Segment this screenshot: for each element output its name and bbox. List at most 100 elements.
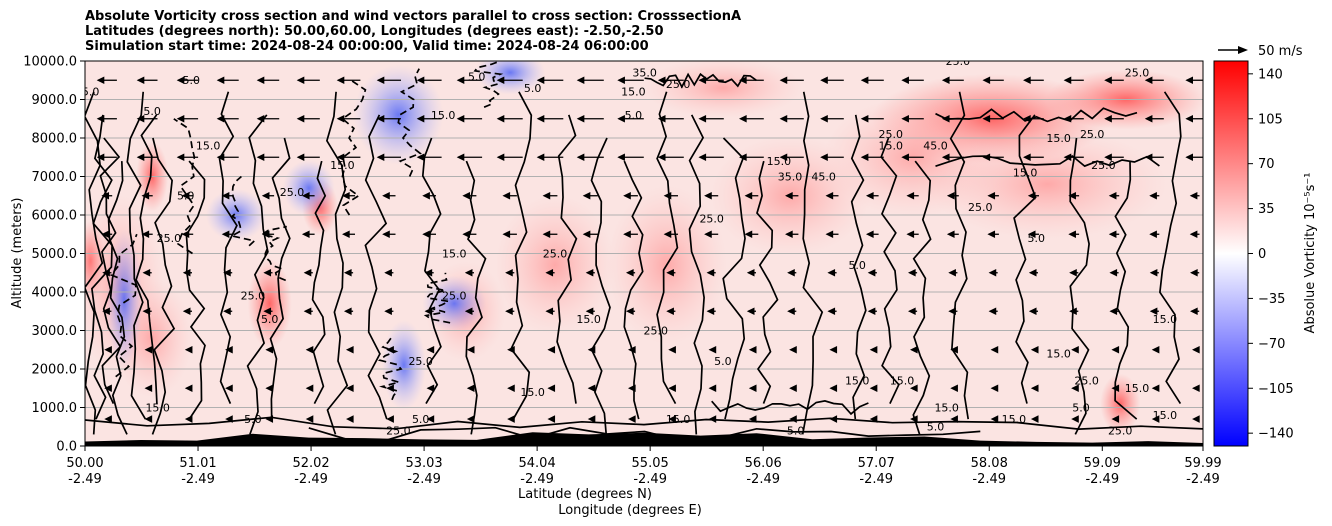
wind-vector-head bbox=[426, 345, 435, 354]
wind-vector-head bbox=[142, 307, 151, 316]
colorbar-tick-label: −35 bbox=[1258, 292, 1285, 307]
wind-vector-head bbox=[827, 307, 836, 316]
wind-vector-head bbox=[464, 268, 473, 277]
wind-vector-head bbox=[1063, 153, 1072, 162]
contour-label: 5.0 bbox=[927, 421, 945, 434]
wind-vector-head bbox=[502, 230, 511, 239]
wind-vector-head bbox=[1151, 415, 1160, 423]
colorbar-tick-label: 105 bbox=[1258, 112, 1283, 127]
wind-vector-head bbox=[666, 307, 674, 316]
wind-vector-head bbox=[739, 114, 747, 123]
wind-vector-head bbox=[216, 153, 225, 162]
wind-vector-head bbox=[869, 384, 878, 393]
wind-vector-head bbox=[296, 153, 305, 162]
wind-vector-head bbox=[305, 345, 314, 354]
wind-vector-head bbox=[136, 153, 145, 162]
wind-vector-head bbox=[1109, 268, 1118, 277]
wind-vector-head bbox=[746, 268, 755, 277]
wind-vector-head bbox=[1151, 345, 1160, 354]
wind-vector-head bbox=[256, 153, 265, 162]
wind-vector-head bbox=[585, 268, 594, 277]
contour-label: 15.0 bbox=[879, 140, 904, 153]
wind-vector-head bbox=[946, 191, 955, 200]
x-tick-label-lat: 52.02 bbox=[292, 456, 329, 471]
contour-positive bbox=[269, 137, 291, 420]
wind-vector-head bbox=[982, 114, 991, 123]
contour-label: 15.0 bbox=[621, 86, 646, 99]
wind-vector-head bbox=[1111, 384, 1120, 393]
contour-positive bbox=[912, 160, 932, 435]
y-tick-label: 4000.0 bbox=[32, 286, 78, 301]
contour-negative bbox=[397, 68, 422, 177]
wind-vector-head bbox=[1071, 384, 1079, 393]
wind-vector-head bbox=[536, 76, 545, 85]
wind-vector-head bbox=[1071, 415, 1079, 423]
wind-vector-head bbox=[545, 268, 554, 277]
wind-vector-head bbox=[706, 307, 715, 316]
wind-vector-head bbox=[176, 76, 185, 85]
wind-vector-head bbox=[376, 76, 385, 85]
wind-vector-head bbox=[867, 268, 876, 277]
wind-vector-head bbox=[787, 268, 795, 277]
contour-positive bbox=[935, 107, 1138, 123]
wind-vector-head bbox=[663, 230, 672, 239]
wind-vector-head bbox=[301, 191, 310, 200]
vorticity-blob bbox=[353, 64, 444, 165]
contour-label: 25.0 bbox=[666, 78, 691, 91]
x-tick-label-lon: -2.49 bbox=[859, 472, 893, 487]
wind-vector-head bbox=[502, 191, 511, 200]
wind-vector-head bbox=[708, 345, 717, 354]
contour-label: 25.0 bbox=[644, 324, 669, 337]
contour-positive bbox=[711, 400, 869, 416]
wind-vector-head bbox=[296, 114, 305, 123]
wind-vector-head bbox=[950, 384, 958, 393]
contour-label: 5.0 bbox=[244, 413, 262, 426]
wind-vector-head bbox=[820, 76, 828, 85]
contour-label: 15.0 bbox=[330, 159, 355, 172]
wind-vector-head bbox=[1068, 191, 1076, 200]
wind-vector-head bbox=[1027, 230, 1036, 239]
wind-vector-head bbox=[910, 415, 918, 423]
wind-vector-head bbox=[1069, 307, 1077, 316]
wind-vector-head bbox=[746, 307, 755, 316]
contour-label: 15.0 bbox=[934, 401, 959, 414]
wind-vector-head bbox=[829, 384, 838, 393]
contour-positive bbox=[218, 91, 238, 404]
x-tick-label-lon: -2.49 bbox=[1186, 472, 1220, 487]
contour-positive bbox=[1013, 114, 1037, 404]
wind-vector-head bbox=[345, 345, 354, 354]
wind-vector-head bbox=[336, 114, 345, 123]
wind-vector-head bbox=[263, 307, 272, 316]
wind-vector-head bbox=[869, 345, 878, 354]
wind-vector-head bbox=[982, 76, 991, 85]
x-axis-label-longitude: Longitude (degrees E) bbox=[558, 503, 702, 518]
wind-vector-head bbox=[869, 415, 878, 423]
wind-vector-head bbox=[829, 345, 838, 354]
wind-vector-head bbox=[456, 153, 465, 162]
wind-vector-head bbox=[657, 76, 666, 85]
wind-vector-head bbox=[101, 191, 110, 200]
wind-vector-head bbox=[706, 268, 715, 277]
contour-label: 15.0 bbox=[442, 247, 467, 260]
wind-vector-head bbox=[704, 230, 712, 239]
wind-vector-head bbox=[1185, 76, 1194, 85]
contour-positive bbox=[91, 114, 113, 420]
x-tick-label-lat: 55.05 bbox=[632, 456, 669, 471]
wind-vector-head bbox=[698, 114, 707, 123]
contour-label: 25.0 bbox=[1074, 374, 1099, 387]
contour-label: 35.0 bbox=[632, 66, 657, 79]
wind-vector-head bbox=[987, 230, 996, 239]
wind-vector-head bbox=[184, 415, 193, 423]
y-axis-label: Altitude (meters) bbox=[10, 198, 25, 309]
contour-label: 15.0 bbox=[520, 386, 545, 399]
wind-vector-head bbox=[668, 415, 676, 423]
contour-positive bbox=[325, 91, 349, 435]
wind-vector-head bbox=[901, 153, 909, 162]
wind-vector-head bbox=[901, 76, 909, 85]
wind-vector-head bbox=[906, 191, 915, 200]
y-tick-label: 2000.0 bbox=[32, 363, 78, 378]
wind-vector-head bbox=[860, 153, 869, 162]
wind-vector-head bbox=[1185, 153, 1194, 162]
contour-label: 5.0 bbox=[82, 86, 100, 99]
wind-vector-head bbox=[1071, 345, 1079, 354]
